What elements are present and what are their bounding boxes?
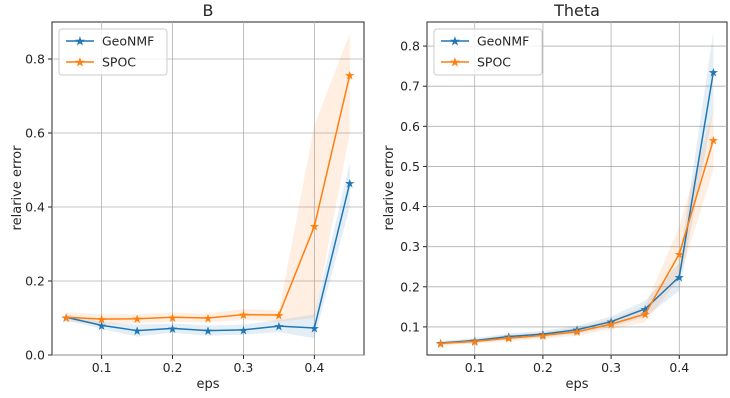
panel-b: ★★ ★ ★ ★ ★ ★ ★★★ ★ ★ ★ ★ ★ ★★★ 0.1 0.2 0.3 0.40.00.20.4… [10, 1, 365, 392]
y-tick-label: 0.6 [400, 119, 420, 134]
legend-marker-spoc: ★ [449, 56, 461, 71]
x-tick-label: 0.4 [669, 360, 689, 375]
data-point-spoc: ★ [238, 308, 249, 322]
y-tick-label: 0.6 [25, 126, 45, 141]
data-point-spoc: ★ [538, 329, 549, 343]
data-point-spoc: ★ [203, 312, 214, 326]
legend-label-spoc: SPOC [102, 55, 136, 70]
data-point-geonmf: ★ [708, 66, 719, 80]
y-tick-label: 0.3 [400, 239, 420, 254]
legend-label-geonmf: GeoNMF [477, 34, 529, 49]
data-point-spoc: ★ [435, 337, 446, 351]
data-point-spoc: ★ [167, 311, 178, 325]
data-point-spoc: ★ [503, 332, 514, 346]
y-tick-label: 0.4 [400, 199, 420, 214]
x-tick-label: 0.3 [234, 360, 254, 375]
legend-label-spoc: SPOC [477, 55, 511, 70]
data-point-geonmf: ★ [606, 315, 617, 329]
data-point-spoc: ★ [61, 311, 72, 325]
data-point-spoc: ★ [344, 68, 355, 82]
data-point-spoc: ★ [640, 308, 651, 322]
y-tick-label: 0.7 [400, 79, 420, 94]
data-point-geonmf: ★ [503, 330, 514, 344]
legend-marker-geonmf: ★ [449, 35, 461, 50]
data-point-geonmf: ★ [344, 176, 355, 190]
data-point-geonmf: ★ [435, 336, 446, 350]
data-point-geonmf: ★ [572, 323, 583, 337]
band-geonmf [66, 162, 350, 339]
series-line-geonmf [440, 72, 715, 344]
data-point-spoc: ★ [132, 312, 143, 326]
series-line-spoc [440, 139, 715, 345]
data-point-spoc: ★ [606, 318, 617, 332]
legend-marker-geonmf: ★ [74, 35, 86, 50]
plot-area-theta [426, 21, 728, 356]
data-point-spoc: ★ [96, 313, 107, 327]
data-point-geonmf: ★ [238, 323, 249, 337]
legend-marker-spoc: ★ [74, 56, 86, 71]
y-tick-label: 0.2 [25, 274, 45, 289]
y-tick-label: 0.4 [25, 200, 45, 215]
data-point-geonmf: ★ [309, 321, 320, 335]
data-point-spoc: ★ [274, 309, 285, 323]
x-tick-label: 0.4 [304, 360, 324, 375]
series-line-geonmf [66, 182, 351, 332]
data-point-spoc: ★ [708, 133, 719, 147]
data-point-spoc: ★ [469, 335, 480, 349]
chart-title: B [203, 1, 214, 20]
plot-area-b [51, 21, 365, 356]
series-line-spoc [66, 74, 351, 320]
y-tick-label: 0.8 [25, 52, 45, 67]
panel-theta: ★ ★ ★ ★ ★★★★★★ ★ ★ ★ ★★★★★ 0.1 0.2 0.3 0.40.10.20.3… [382, 1, 728, 392]
data-point-spoc: ★ [572, 325, 583, 339]
y-tick-label: 0.0 [25, 348, 45, 363]
data-point-spoc: ★ [309, 220, 320, 234]
data-point-geonmf: ★ [96, 319, 107, 333]
x-axis-label: eps [196, 377, 219, 392]
data-point-geonmf: ★ [132, 324, 143, 338]
x-tick-label: 0.3 [601, 360, 621, 375]
chart-title: Theta [553, 1, 600, 20]
x-axis-label: eps [565, 377, 588, 392]
legend: ★ GeoNMF ★ SPOC [433, 28, 543, 76]
y-tick-label: 0.2 [400, 279, 420, 294]
y-tick-label: 0.8 [400, 39, 420, 54]
y-tick-label: 0.5 [400, 159, 420, 174]
data-point-geonmf: ★ [674, 270, 685, 284]
x-tick-label: 0.2 [533, 360, 553, 375]
y-axis-label: relarive error [10, 145, 25, 231]
x-tick-label: 0.1 [92, 360, 112, 375]
data-point-geonmf: ★ [640, 302, 651, 316]
y-axis-label: relarive error [382, 145, 397, 231]
y-tick-label: 0.1 [400, 319, 420, 334]
data-point-geonmf: ★ [274, 320, 285, 334]
legend: ★ GeoNMF ★ SPOC [58, 28, 168, 76]
data-point-spoc: ★ [674, 247, 685, 261]
data-point-geonmf: ★ [203, 324, 214, 338]
x-tick-label: 0.1 [465, 360, 485, 375]
legend-label-geonmf: GeoNMF [102, 34, 154, 49]
x-tick-label: 0.2 [163, 360, 183, 375]
data-point-geonmf: ★ [167, 322, 178, 336]
